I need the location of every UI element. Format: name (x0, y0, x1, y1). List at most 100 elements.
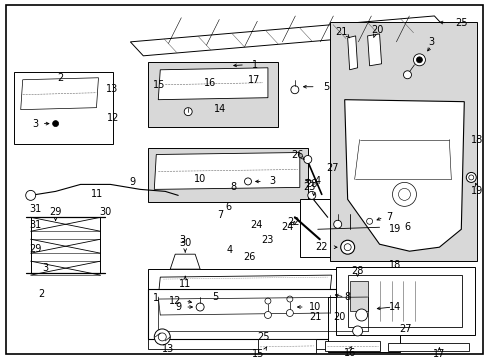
Text: 11: 11 (91, 189, 103, 199)
Bar (324, 341, 379, 351)
Text: 21: 21 (335, 27, 347, 37)
Text: 26: 26 (243, 252, 255, 262)
Text: 2: 2 (38, 288, 44, 298)
Bar (299, 199, 399, 257)
Circle shape (286, 310, 293, 316)
Text: 15: 15 (153, 80, 165, 90)
Polygon shape (170, 254, 200, 269)
Text: 16: 16 (343, 348, 355, 358)
Text: 5: 5 (212, 292, 218, 302)
Text: 11: 11 (179, 279, 191, 289)
Text: 6: 6 (404, 222, 410, 232)
Circle shape (307, 192, 315, 199)
Bar (14, 72, 113, 144)
Circle shape (290, 86, 298, 94)
Bar (349, 281, 367, 311)
Circle shape (352, 326, 362, 336)
Bar (327, 297, 399, 352)
Polygon shape (158, 275, 331, 297)
Text: 18: 18 (470, 135, 483, 145)
Bar (258, 339, 315, 353)
Circle shape (303, 156, 311, 163)
Text: 15: 15 (251, 349, 264, 359)
Text: 9: 9 (175, 302, 181, 312)
Polygon shape (158, 295, 369, 333)
Text: 31: 31 (29, 204, 41, 214)
Circle shape (286, 296, 292, 302)
Bar (387, 343, 468, 351)
Text: 4: 4 (226, 246, 232, 256)
Polygon shape (347, 36, 357, 70)
Text: 23: 23 (303, 183, 315, 192)
Text: 3: 3 (42, 264, 49, 273)
Polygon shape (20, 78, 98, 110)
Text: 9: 9 (129, 177, 135, 187)
Text: 14: 14 (214, 104, 226, 114)
Circle shape (154, 329, 170, 345)
Text: 31: 31 (30, 220, 42, 230)
Polygon shape (148, 339, 377, 349)
Circle shape (340, 240, 354, 254)
Text: 3: 3 (179, 235, 185, 245)
Text: 17: 17 (432, 349, 445, 359)
Bar (148, 148, 307, 202)
Polygon shape (158, 68, 267, 100)
Circle shape (333, 220, 341, 228)
Text: 14: 14 (388, 302, 401, 312)
Text: 24: 24 (281, 222, 293, 232)
Text: 20: 20 (370, 25, 383, 35)
Circle shape (355, 309, 367, 321)
Text: 3: 3 (427, 37, 433, 47)
Circle shape (413, 54, 425, 66)
Circle shape (403, 71, 410, 79)
Text: 6: 6 (225, 202, 231, 212)
Text: 25: 25 (454, 18, 467, 28)
Text: 3: 3 (33, 118, 39, 129)
Text: 10: 10 (193, 175, 205, 184)
Text: 29: 29 (49, 207, 61, 217)
Circle shape (398, 188, 409, 201)
Text: 24: 24 (250, 220, 263, 230)
Text: 21: 21 (308, 311, 321, 321)
Circle shape (392, 183, 416, 206)
Text: 26: 26 (291, 149, 304, 159)
Text: 25: 25 (256, 332, 269, 342)
Text: 2: 2 (58, 73, 63, 83)
Text: 3: 3 (268, 176, 274, 186)
Text: 18: 18 (387, 260, 400, 270)
Circle shape (53, 121, 59, 127)
Text: 8: 8 (230, 181, 236, 192)
Text: 19: 19 (387, 224, 400, 234)
Text: 16: 16 (204, 78, 216, 88)
Text: 7: 7 (217, 210, 223, 220)
Bar (329, 22, 476, 261)
Polygon shape (154, 153, 299, 189)
Bar (148, 269, 347, 329)
Text: 23: 23 (261, 235, 274, 245)
Bar (335, 267, 474, 335)
Text: 19: 19 (470, 186, 483, 197)
Text: 5: 5 (323, 82, 329, 92)
Text: 30: 30 (179, 238, 191, 248)
Circle shape (26, 190, 36, 201)
Bar (148, 62, 277, 127)
Text: 1: 1 (152, 293, 159, 303)
Circle shape (184, 108, 192, 116)
Circle shape (264, 311, 271, 319)
Text: 30: 30 (99, 207, 111, 217)
Text: 27: 27 (398, 324, 411, 334)
Circle shape (158, 333, 166, 341)
Polygon shape (367, 34, 381, 66)
Bar (148, 289, 377, 339)
Bar (347, 275, 461, 327)
Text: 29: 29 (30, 244, 42, 255)
Polygon shape (130, 16, 447, 56)
Text: 22: 22 (315, 242, 327, 252)
Text: 13: 13 (105, 84, 118, 94)
Circle shape (466, 172, 475, 183)
Text: 28: 28 (351, 266, 363, 276)
Text: 22: 22 (286, 217, 299, 227)
Circle shape (468, 175, 473, 180)
Circle shape (264, 298, 270, 304)
Text: 4: 4 (314, 176, 320, 186)
